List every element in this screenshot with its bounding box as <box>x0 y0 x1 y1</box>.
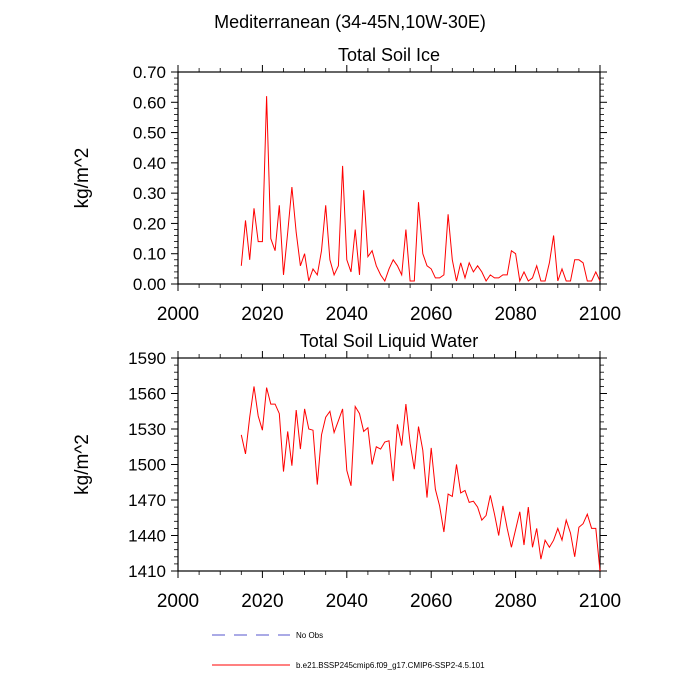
y-tick-label: 1440 <box>128 527 166 546</box>
x-tick-label: 2080 <box>494 591 536 612</box>
chart-panel-1: Total Soil Ice 0.00 0.10 0.20 0.30 0.40 0.50 0.… <box>72 45 621 325</box>
y-tick-label: 0.70 <box>133 63 166 82</box>
series-line-1 <box>240 96 601 283</box>
chart-panels: Total Soil Ice 0.00 0.10 0.20 0.30 0.40 0.50 0.… <box>72 45 621 612</box>
y-tick-label: 1530 <box>128 420 166 439</box>
x-tick-label: 2020 <box>241 591 283 612</box>
x-tick-label: 2040 <box>326 591 368 612</box>
y-tick-label: 1470 <box>128 491 166 510</box>
x-tick-label: 2000 <box>157 591 199 612</box>
y-tick-label: 0.60 <box>133 93 166 112</box>
x-tick-label: 2020 <box>241 304 283 325</box>
y-tick-label: 0.00 <box>133 275 166 294</box>
y-tick-label: 1410 <box>128 562 166 581</box>
figure-title: Mediterranean (34-45N,10W-30E) <box>214 12 486 32</box>
plot-frame <box>177 357 601 572</box>
y-tick-label: 1500 <box>128 456 166 475</box>
y-tick-label: 0.20 <box>133 214 166 233</box>
series-line-1 <box>240 386 601 572</box>
y-axis-label: kg/m^2 <box>72 148 93 209</box>
y-tick-label: 0.40 <box>133 154 166 173</box>
x-tick-label: 2000 <box>157 304 199 325</box>
y-tick-label: 1560 <box>128 385 166 404</box>
legend-no-obs-label: No Obs <box>296 631 323 640</box>
y-axis-label: kg/m^2 <box>72 434 93 495</box>
panel-title: Total Soil Ice <box>338 45 440 65</box>
chart-panel-2: Total Soil Liquid Water 1410 1440 1470 1500 1… <box>72 331 621 612</box>
x-tick-label: 2060 <box>410 591 452 612</box>
legend-model-label: b.e21.BSSP245cmip6.f09_g17.CMIP6-SSP2-4.… <box>296 661 485 670</box>
legend: No Obs b.e21.BSSP245cmip6.f09_g17.CMIP6-… <box>212 631 485 670</box>
x-tick-label: 2060 <box>410 304 452 325</box>
x-tick-label: 2100 <box>579 304 621 325</box>
plot-frame <box>177 71 601 285</box>
y-tick-label: 0.10 <box>133 245 166 264</box>
x-tick-label: 2080 <box>494 304 536 325</box>
x-tick-label: 2040 <box>326 304 368 325</box>
y-tick-label: 1590 <box>128 349 166 368</box>
x-tick-label: 2100 <box>579 591 621 612</box>
y-tick-label: 0.50 <box>133 124 166 143</box>
panel-title: Total Soil Liquid Water <box>300 331 478 351</box>
y-tick-label: 0.30 <box>133 184 166 203</box>
